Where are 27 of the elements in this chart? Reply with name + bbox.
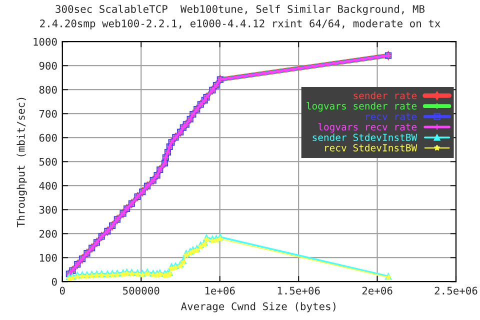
y-tick-label: 900 — [39, 62, 57, 70]
y-axis-title: Throughput (mbit/sec) — [16, 98, 27, 228]
y-tick-label: 200 — [40, 230, 57, 238]
y-tick-label: 100 — [40, 254, 57, 262]
y-tick-label: 500 — [39, 158, 57, 166]
legend-label: recv StdevInstBW — [325, 144, 418, 152]
x-tick-label: 1e+06 — [205, 286, 235, 295]
x-tick-label: 2.5e+06 — [434, 286, 478, 295]
y-tick-label: 700 — [39, 110, 57, 118]
y-tick-label: 300 — [39, 206, 57, 214]
legend-label: logvars sender rate — [306, 102, 417, 112]
legend-label: logvars recv rate — [318, 122, 417, 132]
x-axis-title: Average Cwnd Size (bytes) — [181, 302, 336, 312]
x-tick-label: 2e+06 — [362, 286, 392, 295]
x-tick-label: 1.5e+06 — [278, 286, 320, 295]
y-tick-label: 400 — [39, 182, 57, 190]
x-tick-label: 500000 — [123, 286, 160, 295]
y-tick-label: 1000 — [34, 38, 57, 46]
y-tick-label: 0 — [52, 278, 57, 286]
y-tick-label: 600 — [39, 134, 57, 142]
legend-label: recv rate — [366, 113, 417, 120]
chart-subtitle: 2.4.20smp web100-2.2.1, e1000-4.4.12 rxint 64/64, moderate on tx — [40, 19, 440, 30]
y-tick-label: 800 — [39, 86, 57, 94]
legend-label: sender StdevInstBW — [312, 134, 418, 142]
x-tick-label: 0 — [60, 286, 65, 295]
chart-title: 300sec ScalableTCP Web100tune, Self Similar Background, MB — [56, 4, 425, 16]
legend-label: sender rate — [354, 92, 417, 100]
